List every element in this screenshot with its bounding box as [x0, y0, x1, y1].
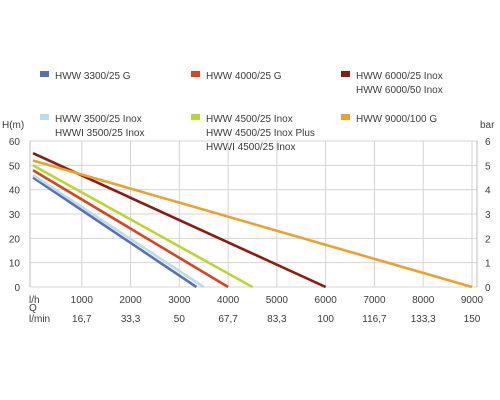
legend-label: HWW 3300/25 G [55, 71, 131, 82]
lmin-tick-label: 100 [317, 314, 334, 325]
legend-swatch [40, 71, 49, 77]
chart-series [32, 151, 473, 289]
legend-label: HWW 4500/25 Inox [206, 114, 293, 125]
x-tick-label: 9000 [461, 295, 484, 306]
lmin-tick-label: 116,7 [362, 314, 387, 325]
chart-ticks: 0 10 20 30 40 50 60 0 1 2 3 4 5 6 1000 2000 3000 4000 5000… [9, 137, 491, 325]
series-line [32, 169, 229, 289]
y-right-tick-label: 5 [485, 161, 491, 172]
y-left-tick-label: 20 [9, 234, 21, 245]
x-tick-label: 8000 [412, 295, 435, 306]
x-tick-label: 1000 [71, 295, 94, 306]
lmin-tick-label: 33,3 [121, 314, 141, 325]
legend-label: HWW 3500/25 Inox [55, 114, 142, 125]
y-right-tick-label: 6 [485, 137, 491, 148]
x-tick-label: 4000 [217, 295, 240, 306]
y-left-tick-label: 10 [9, 259, 21, 270]
lmin-unit-label: l/min [29, 314, 50, 325]
legend-label: HWW 6000/25 Inox [356, 71, 443, 82]
y-right-tick-label: 3 [485, 210, 491, 221]
chart-legend: HWW 3300/25 G HWW 3500/25 Inox HWWI 3500/2… [40, 71, 443, 153]
x-tick-label: 7000 [363, 295, 386, 306]
lmin-tick-label: 16,7 [72, 314, 92, 325]
y-right-tick-label: 1 [485, 259, 491, 270]
q-label: Q [29, 303, 37, 314]
legend-swatch [40, 114, 49, 120]
x-tick-label: 3000 [168, 295, 191, 306]
x-axis-unit-label: l/h [29, 295, 40, 306]
y-left-tick-label: 60 [9, 137, 21, 148]
chart-axes: H(m) bar l/h Q l/min [2, 120, 495, 325]
lmin-tick-label: 150 [464, 314, 481, 325]
lmin-tick-label: 50 [174, 314, 186, 325]
chart-grid [29, 140, 478, 288]
legend-label: HWW 4500/25 Inox Plus [206, 128, 315, 139]
lmin-tick-label: 67,7 [218, 314, 238, 325]
x-tick-label: 6000 [315, 295, 338, 306]
y-left-tick-label: 50 [9, 161, 21, 172]
series-line [32, 176, 198, 289]
series-line [32, 164, 254, 289]
y-axis-right-title: bar [480, 120, 495, 131]
lmin-tick-label: 133,3 [411, 314, 436, 325]
legend-swatch [341, 114, 350, 120]
y-left-tick-label: 0 [14, 283, 20, 294]
legend-swatch [341, 71, 350, 77]
y-right-tick-label: 4 [485, 186, 491, 197]
series-line [32, 173, 205, 289]
series-line [32, 159, 473, 289]
y-left-tick-label: 30 [9, 210, 21, 221]
y-left-tick-label: 40 [9, 186, 21, 197]
legend-label: HWW 9000/100 G [356, 114, 437, 125]
legend-swatch [191, 71, 200, 77]
legend-label: HWW 6000/50 Inox [356, 85, 443, 96]
y-axis-left-title: H(m) [2, 120, 24, 131]
y-right-tick-label: 0 [485, 283, 491, 294]
lmin-tick-label: 83,3 [267, 314, 287, 325]
legend-swatch [191, 114, 200, 120]
x-tick-label: 5000 [266, 295, 289, 306]
y-right-tick-label: 2 [485, 234, 491, 245]
legend-label: HWWI 3500/25 Inox [55, 128, 144, 139]
legend-label: HWW 4000/25 G [206, 71, 282, 82]
x-tick-label: 2000 [119, 295, 142, 306]
legend-label: HWWI 4500/25 Inox [206, 142, 295, 153]
